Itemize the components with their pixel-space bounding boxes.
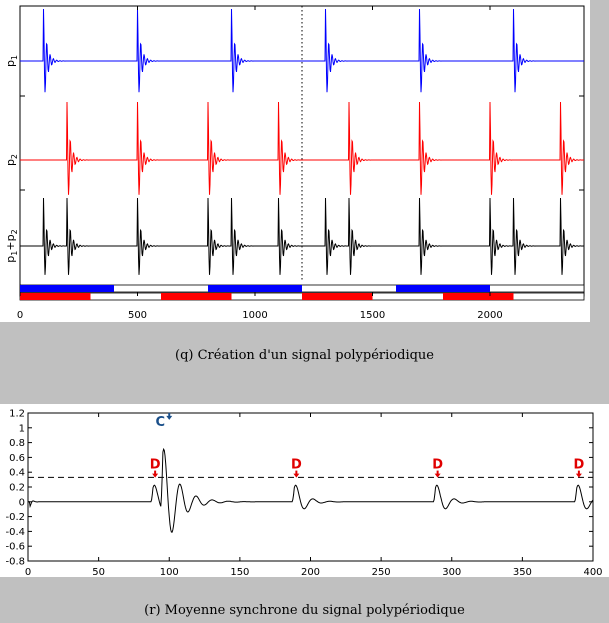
series-label-text: p1: [4, 55, 19, 67]
y-tick-label-0: -0.8: [5, 557, 25, 568]
plot-frame: [27, 412, 594, 562]
chart-panel-q: p1 p2 p1+p2 0 500 1000 1500 2000: [0, 0, 590, 322]
x-tick-label-3: 1500: [360, 310, 385, 321]
polyperiodic-signal-chart: p1 p2 p1+p2 0 500 1000 1500 2000: [4, 5, 585, 321]
x-tick-label-7: 350: [513, 567, 532, 578]
p2-periods-segment-2: [302, 293, 373, 300]
x-tick-label-4: 200: [301, 567, 320, 578]
peak-arrowhead-0: [166, 415, 173, 420]
peak-label-3: D: [432, 458, 443, 473]
y-tick-label-5: 0.2: [9, 483, 25, 494]
p2-periods-segment-1: [161, 293, 232, 300]
x-tick-label-2: 100: [160, 567, 179, 578]
series-label-text: p2: [4, 154, 19, 166]
series-label-p2: p2: [4, 154, 19, 166]
series-label-p1+p2: p1+p2: [4, 229, 19, 262]
x-tick-label-0: 0: [25, 567, 31, 578]
y-tick-label-9: 1: [19, 423, 25, 434]
peak-label-2: D: [291, 458, 302, 473]
x-tick-label-0: 0: [17, 310, 23, 321]
synchronous-average-chart: 0 50 100 150 200 250 300 350 400 -0.8 -0.6 -0.4 -0.2…: [5, 409, 602, 579]
x-tick-label-6: 300: [442, 567, 461, 578]
average-signal-line: [28, 447, 594, 533]
y-tick-label-7: 0.6: [9, 453, 25, 464]
series-line-p1: [20, 8, 584, 93]
caption-r: (r) Moyenne synchrone du signal polypéri…: [144, 603, 465, 618]
y-tick-label-6: 0.4: [9, 468, 25, 479]
series-label-text: p1+p2: [4, 229, 19, 262]
peak-arrowhead-1: [152, 473, 159, 478]
p2-periods-segment-3: [443, 293, 514, 300]
p1-periods-segment-2: [396, 285, 490, 292]
y-tick-label-2: -0.4: [5, 527, 25, 538]
series-line-p2: [20, 101, 584, 195]
x-tick-label-8: 400: [583, 567, 602, 578]
x-tick-label-1: 500: [128, 310, 147, 321]
x-tick-label-5: 250: [372, 567, 391, 578]
y-tick-label-1: -0.6: [5, 542, 25, 553]
peak-label-1: D: [150, 458, 161, 473]
peak-arrowhead-4: [575, 473, 582, 478]
x-tick-label-2: 1000: [242, 310, 267, 321]
peak-arrowhead-3: [434, 473, 441, 478]
p1-periods-segment-0: [20, 285, 114, 292]
p1-periods-segment-1: [208, 285, 302, 292]
peak-label-0: C: [155, 415, 165, 430]
series-label-p1: p1: [4, 55, 19, 67]
chart-panel-r: 0 50 100 150 200 250 300 350 400 -0.8 -0.6 -0.4 -0.2…: [0, 404, 609, 579]
y-tick-label-3: -0.2: [5, 512, 25, 523]
x-tick-label-1: 50: [92, 567, 105, 578]
x-tick-label-3: 150: [230, 567, 249, 578]
y-tick-label-8: 0.8: [9, 438, 25, 449]
y-tick-label-10: 1.2: [9, 409, 25, 420]
peak-label-4: D: [573, 458, 584, 473]
x-tick-label-4: 2000: [477, 310, 502, 321]
caption-q: (q) Création d'un signal polypériodique: [175, 348, 434, 363]
y-tick-label-4: 0: [19, 497, 25, 508]
p2-periods-segment-0: [20, 293, 91, 300]
peak-arrowhead-2: [293, 473, 300, 478]
